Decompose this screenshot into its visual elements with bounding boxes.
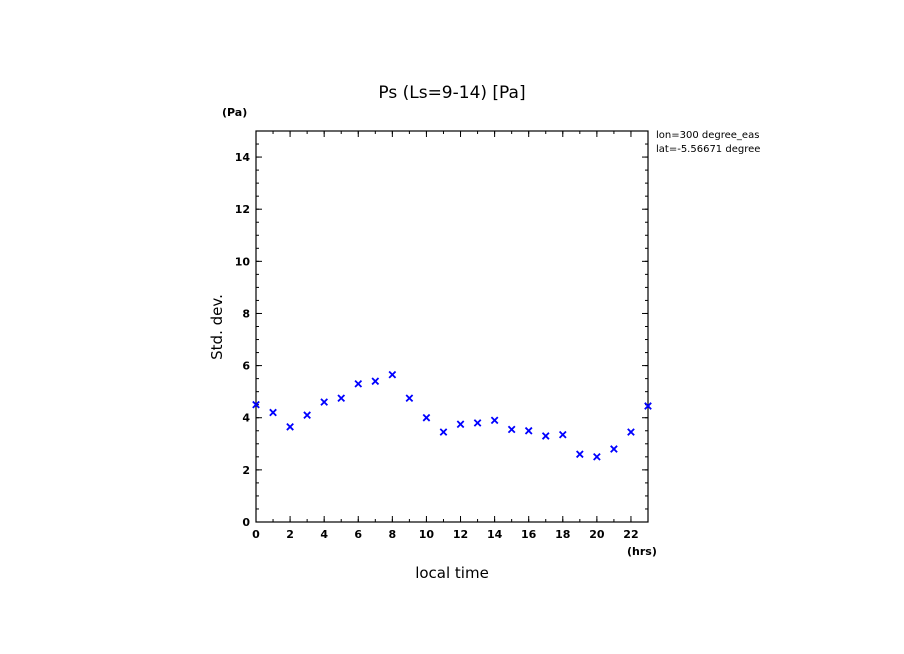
x-axis-label: local time [415, 564, 489, 582]
x-tick-label: 8 [389, 528, 397, 541]
plot-frame [255, 130, 649, 523]
data-point [644, 402, 652, 410]
data-point [269, 408, 277, 417]
data-point [473, 419, 482, 427]
data-point [541, 432, 550, 440]
y-tick-label: 4 [242, 412, 250, 425]
x-tick-label: 16 [521, 528, 537, 541]
x-tick-label: 14 [487, 528, 503, 541]
chart-title: Ps (Ls=9-14) [Pa] [378, 83, 525, 103]
data-point [558, 430, 567, 439]
data-point [337, 394, 346, 403]
data-point [593, 452, 601, 461]
data-point [252, 400, 260, 409]
x-tick-label: 10 [419, 528, 435, 541]
data-point [575, 450, 584, 459]
data-point [286, 423, 294, 431]
data-point [507, 425, 516, 434]
y-tick-label: 14 [235, 151, 251, 164]
y-tick-label: 10 [235, 255, 251, 268]
axis-tick-labels: 0 2 4 6 8 10 12 14 16 18 20 22 0 2 4 6 8 10 12 14 [235, 151, 639, 541]
data-point [371, 377, 380, 386]
data-points [252, 370, 652, 461]
y-axis-unit: (Pa) [222, 106, 247, 119]
x-tick-label: 0 [252, 528, 260, 541]
data-point [456, 420, 465, 429]
data-point [405, 394, 414, 403]
x-tick-label: 20 [589, 528, 605, 541]
y-tick-label: 0 [242, 516, 250, 529]
y-axis-label: Std. dev. [208, 294, 226, 360]
x-tick-label: 4 [320, 528, 328, 541]
data-point [422, 413, 431, 422]
data-point [388, 370, 397, 379]
y-tick-label: 12 [235, 203, 250, 216]
x-tick-label: 22 [623, 528, 638, 541]
data-point [439, 428, 448, 436]
data-point [524, 426, 533, 435]
y-tick-label: 8 [242, 307, 250, 320]
x-tick-label: 18 [555, 528, 570, 541]
data-point [320, 398, 329, 406]
data-point [610, 445, 618, 453]
y-tick-label: 6 [242, 360, 250, 373]
annotation-lat: lat=-5.56671 degree [656, 144, 760, 155]
x-tick-label: 12 [453, 528, 468, 541]
data-point [354, 380, 363, 388]
data-point [627, 428, 635, 436]
x-axis-unit: (hrs) [627, 545, 657, 558]
data-point [490, 416, 499, 425]
y-tick-label: 2 [242, 464, 250, 477]
axis-ticks [255, 130, 649, 523]
x-tick-label: 2 [286, 528, 294, 541]
annotation-lon: lon=300 degree_eas [656, 130, 759, 141]
data-point [303, 411, 311, 419]
x-tick-label: 6 [354, 528, 362, 541]
